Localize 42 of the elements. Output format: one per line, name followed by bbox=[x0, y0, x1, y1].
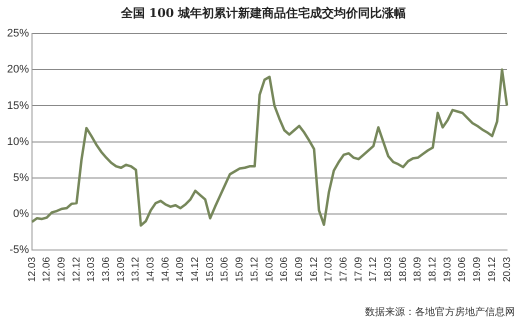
y-tick-label: 20% bbox=[6, 64, 30, 76]
x-tick-label: 19.12 bbox=[486, 256, 498, 282]
x-tick-label: 19.03 bbox=[442, 256, 454, 282]
x-tick-label: 15.06 bbox=[220, 256, 231, 282]
x-tick-label: 13.12 bbox=[130, 256, 142, 282]
x-tick-label: 13.03 bbox=[86, 256, 98, 282]
x-tick-label: 16.06 bbox=[279, 256, 290, 282]
x-tick-label: 12.06 bbox=[42, 256, 53, 282]
x-tick-label: 12.12 bbox=[71, 256, 82, 282]
x-tick-label: 18.06 bbox=[398, 256, 409, 282]
y-tick-label: -5% bbox=[9, 244, 30, 256]
y-tick-label: 5% bbox=[13, 172, 30, 184]
y-tick-label: 10% bbox=[6, 136, 30, 148]
x-tick-label: 15.03 bbox=[204, 256, 216, 282]
x-tick-label: 17.12 bbox=[368, 256, 380, 282]
x-tick-label: 15.09 bbox=[234, 256, 246, 282]
x-tick-label: 12.09 bbox=[56, 256, 68, 282]
x-tick-label: 15.12 bbox=[249, 256, 260, 282]
x-tick-label: 18.09 bbox=[412, 256, 424, 282]
x-tick-label: 16.03 bbox=[264, 256, 276, 282]
y-tick-label: 0% bbox=[13, 208, 30, 220]
x-tick-label: 13.06 bbox=[100, 256, 112, 282]
y-tick-label: 15% bbox=[6, 100, 30, 112]
chart-title: 全国 100 城年初累计新建商品住宅成交均价同比涨幅 bbox=[120, 5, 408, 22]
y-tick-label: 25% bbox=[6, 28, 30, 40]
x-tick-label: 14.06 bbox=[160, 256, 172, 282]
source-note: 数据来源：各地官方房地产信息网 bbox=[365, 306, 515, 319]
x-tick-label: 17.06 bbox=[338, 256, 350, 282]
x-tick-label: 16.09 bbox=[294, 256, 305, 282]
x-tick-label: 17.09 bbox=[353, 256, 364, 282]
x-tick-label: 18.12 bbox=[428, 256, 439, 282]
x-tick-label: 13.09 bbox=[116, 256, 127, 282]
x-tick-label: 19.09 bbox=[472, 256, 484, 282]
x-tick-label: 17.03 bbox=[324, 256, 335, 282]
x-tick-label: 19.06 bbox=[457, 256, 468, 282]
x-tick-label: 20.03 bbox=[502, 256, 513, 282]
x-tick-label: 18.03 bbox=[383, 256, 394, 282]
x-tick-label: 14.09 bbox=[175, 256, 186, 282]
x-tick-label: 12.03 bbox=[26, 256, 38, 282]
x-tick-label: 14.03 bbox=[146, 256, 157, 282]
x-tick-label: 16.12 bbox=[308, 256, 320, 282]
x-tick-label: 14.12 bbox=[190, 256, 202, 282]
